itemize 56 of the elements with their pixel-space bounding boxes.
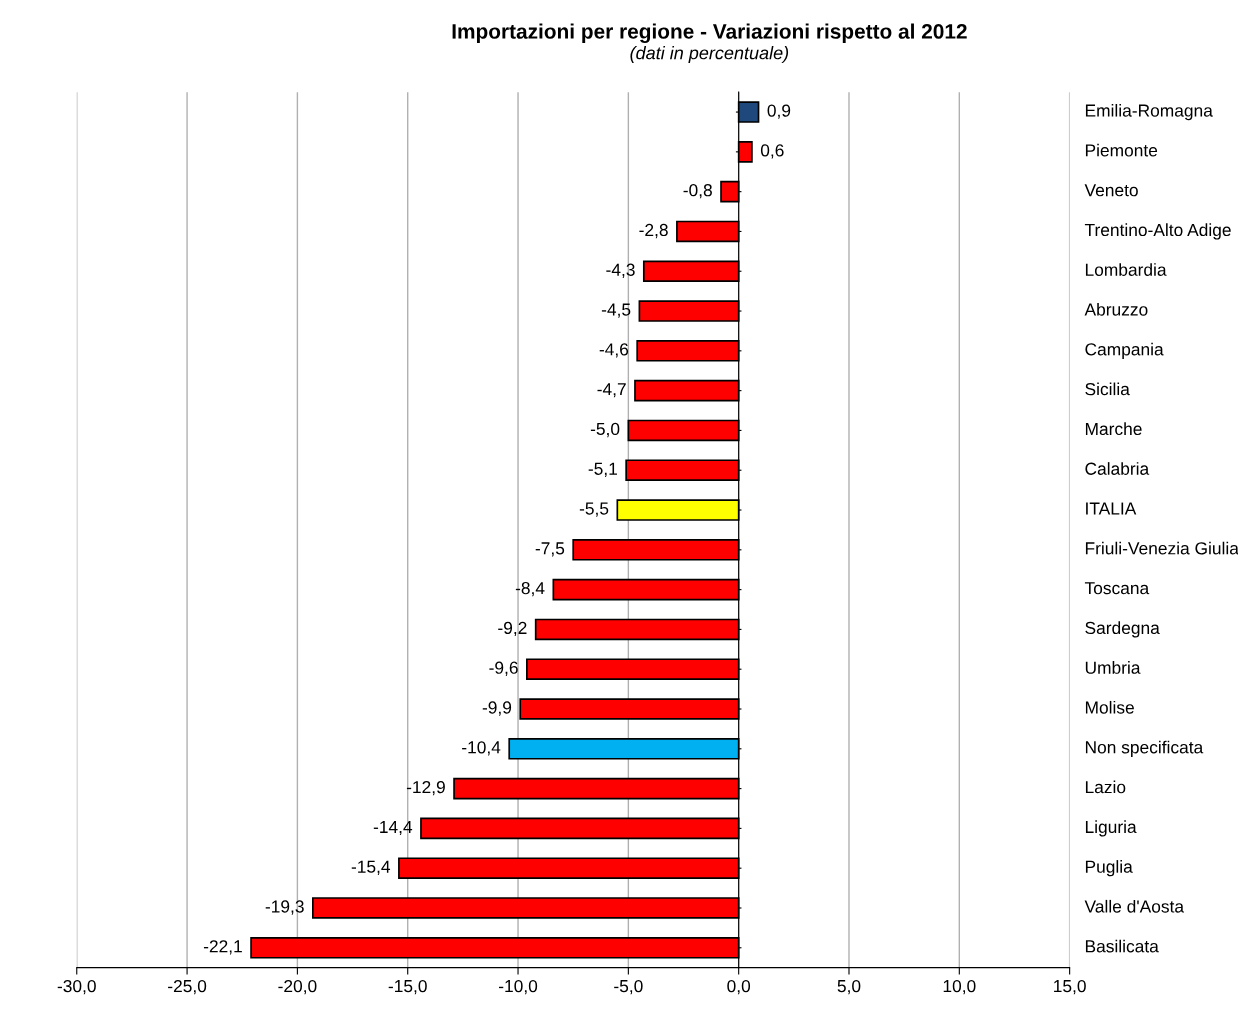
y-tick-label: Lombardia [1085,263,1167,276]
x-tick-label: 15,0 [1054,979,1086,995]
y-tick-label: Sardegna [1085,621,1160,638]
data-label: -14,4 [373,820,413,836]
data-label: -9,2 [498,621,527,637]
data-label: 0,9 [767,104,791,119]
y-tick-label: Trentino-Alto Adige [1084,223,1231,240]
y-tick-label: Basilicata [1085,939,1159,953]
data-label: -9,6 [489,661,518,676]
x-tick-label: -15,0 [388,979,427,995]
data-label: -4,7 [597,383,626,398]
data-label: -8,4 [515,581,545,597]
data-label: -2,8 [639,223,668,239]
y-tick-label: Calabria [1085,462,1150,475]
y-tick-label: Campania [1085,342,1164,359]
x-tick-label: -25,0 [168,979,207,995]
x-tick-label: -10,0 [499,979,538,995]
data-label: -5,0 [590,422,620,438]
y-tick-label: Veneto [1084,184,1138,197]
data-label: -4,3 [606,263,635,278]
x-tick-label: 5,0 [837,979,861,995]
data-label: -12,9 [406,780,445,796]
y-tick-label: Piemonte [1085,143,1158,157]
y-tick-label: Molise [1085,700,1134,714]
y-tick-label: Valle d'Aosta [1084,899,1185,913]
data-label: -15,4 [351,860,391,875]
y-tick-label: Friuli-Venezia Giulia [1085,541,1238,555]
x-tick-label: -5,0 [614,979,643,995]
y-tick-label: Puglia [1085,860,1133,877]
y-tick-label: ITALIA [1086,502,1137,515]
y-tick-label: Marche [1085,422,1142,436]
y-tick-label: Non specificata [1085,740,1204,757]
data-label: -5,1 [588,462,617,477]
data-label: -22,1 [203,940,242,955]
data-label: -9,9 [482,701,512,716]
y-tick-label: Abruzzo [1084,302,1148,316]
y-tick-label: Emilia-Romagna [1085,103,1213,121]
x-tick-label: 10,0 [943,979,976,995]
data-label: -19,3 [265,900,304,915]
data-label: -4,6 [599,343,629,358]
y-tick-label: Lazio [1085,780,1126,794]
y-tick-label: Liguria [1085,820,1137,837]
y-tick-label: Umbria [1085,661,1141,674]
data-label: -5,5 [579,502,609,517]
data-label: -4,5 [601,303,631,318]
data-label: -0,8 [683,184,712,199]
chart-title: Importazioni per regione - Variazioni rispetto al 2012 [452,23,967,44]
chart-subtitle: (dati in percentuale) [630,46,789,63]
y-tick-label: Sicilia [1085,382,1130,396]
x-tick-label: -20,0 [278,979,317,995]
y-tick-label: Toscana [1084,582,1150,595]
data-label: -10,4 [462,741,501,756]
x-tick-label: -30,0 [57,979,96,995]
data-label: -7,5 [535,542,565,557]
data-label: 0,6 [760,144,784,159]
x-tick-label: 0,0 [727,979,751,995]
